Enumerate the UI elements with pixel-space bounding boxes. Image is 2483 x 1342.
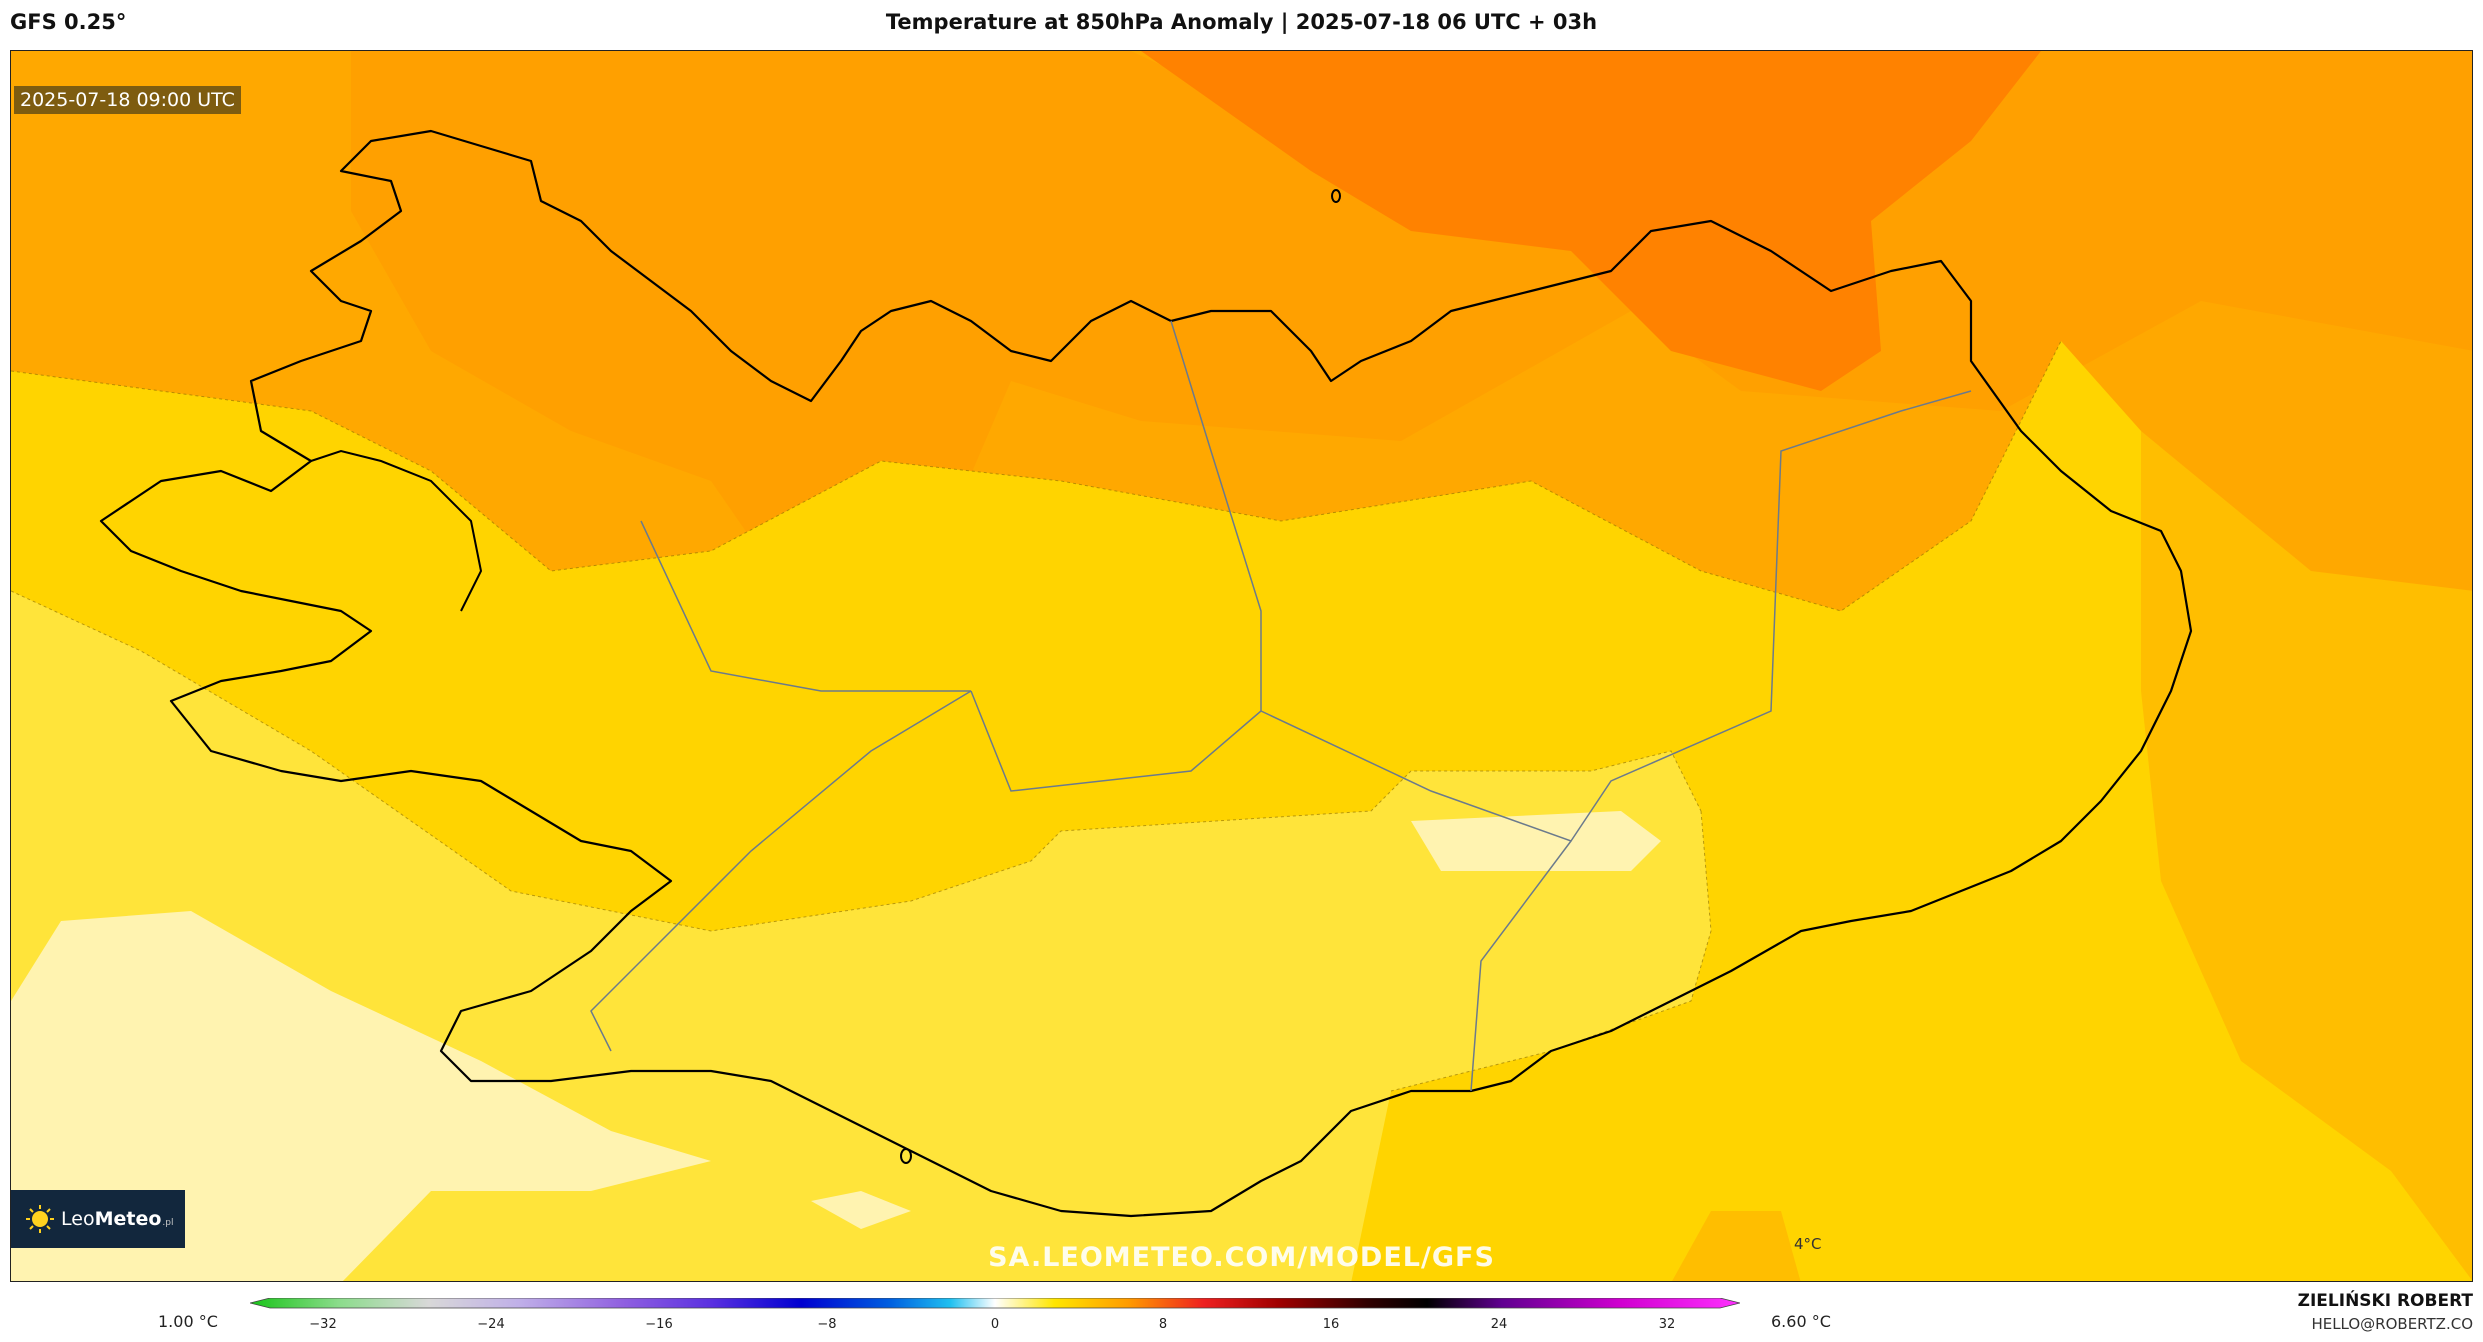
chart-title: Temperature at 850hPa Anomaly | 2025-07-… — [885, 10, 1598, 34]
anomaly-map — [11, 51, 2472, 1281]
island-grimsey — [1331, 189, 1341, 203]
pale-anomaly-patch-south — [811, 1191, 911, 1229]
colorbar-tick: −32 — [309, 1317, 336, 1332]
colorbar-tick: −8 — [817, 1317, 836, 1332]
legend-min-label: 1.00 °C — [158, 1312, 218, 1331]
region-borders — [590, 320, 1972, 1092]
border-west — [640, 520, 971, 692]
border-east — [1260, 390, 1972, 842]
isoline-group — [11, 340, 2062, 1092]
author-email[interactable]: HELLO@ROBERTZ.CO — [2311, 1315, 2473, 1333]
logo-tld: .pl — [162, 1218, 174, 1228]
logo-brand-light: Leo — [61, 1208, 95, 1230]
colorbar-tick: −24 — [477, 1317, 504, 1332]
amber-anomaly-patch — [1672, 1211, 1801, 1281]
logo-wordmark: LeoMeteo.pl — [61, 1208, 173, 1230]
iceland-coastline — [99, 129, 2193, 1218]
valid-time-badge: 2025-07-18 09:00 UTC — [14, 86, 241, 114]
colorbar-tick: −16 — [645, 1317, 672, 1332]
isoline-east — [1390, 810, 1712, 1092]
leometeo-logo[interactable]: LeoMeteo.pl — [11, 1190, 185, 1248]
island-vestmannaeyjar — [900, 1148, 912, 1164]
colorbar-ramp — [249, 1297, 1741, 1309]
sun-icon — [26, 1205, 54, 1233]
pale-anomaly-zone — [11, 911, 711, 1281]
colorbar-tick: 32 — [1659, 1317, 1676, 1332]
colorbar-ticks: −32 −24 −16 −8 0 8 16 24 32 — [309, 1317, 1675, 1332]
model-label: GFS 0.25° — [10, 10, 127, 34]
colorbar-tick: 24 — [1491, 1317, 1508, 1332]
colorbar-svg: −32 −24 −16 −8 0 8 16 24 32 — [249, 1297, 1741, 1332]
logo-brand-bold: Meteo — [94, 1208, 162, 1230]
colorbar-tick: 0 — [991, 1317, 999, 1332]
colorbar-tick: 16 — [1323, 1317, 1340, 1332]
border-south-east — [1470, 840, 1572, 1092]
border-south-west — [590, 690, 972, 1052]
deep-orange-anomaly-zone — [1141, 51, 2041, 391]
colorbar-tick: 8 — [1159, 1317, 1167, 1332]
isoline-label: 4°C — [1794, 1235, 1822, 1253]
map-panel[interactable] — [10, 50, 2473, 1282]
isoline-upper — [11, 590, 1702, 932]
author-name: ZIELIŃSKI ROBERT — [2297, 1291, 2473, 1311]
legend-max-label: 6.60 °C — [1771, 1312, 1831, 1331]
pale-anomaly-patch-east — [1411, 811, 1661, 871]
colorbar: −32 −24 −16 −8 0 8 16 24 32 — [249, 1297, 1741, 1342]
westfjords-coast — [310, 449, 483, 612]
source-watermark: SA.LEOMETEO.COM/MODEL/GFS — [988, 1242, 1495, 1273]
